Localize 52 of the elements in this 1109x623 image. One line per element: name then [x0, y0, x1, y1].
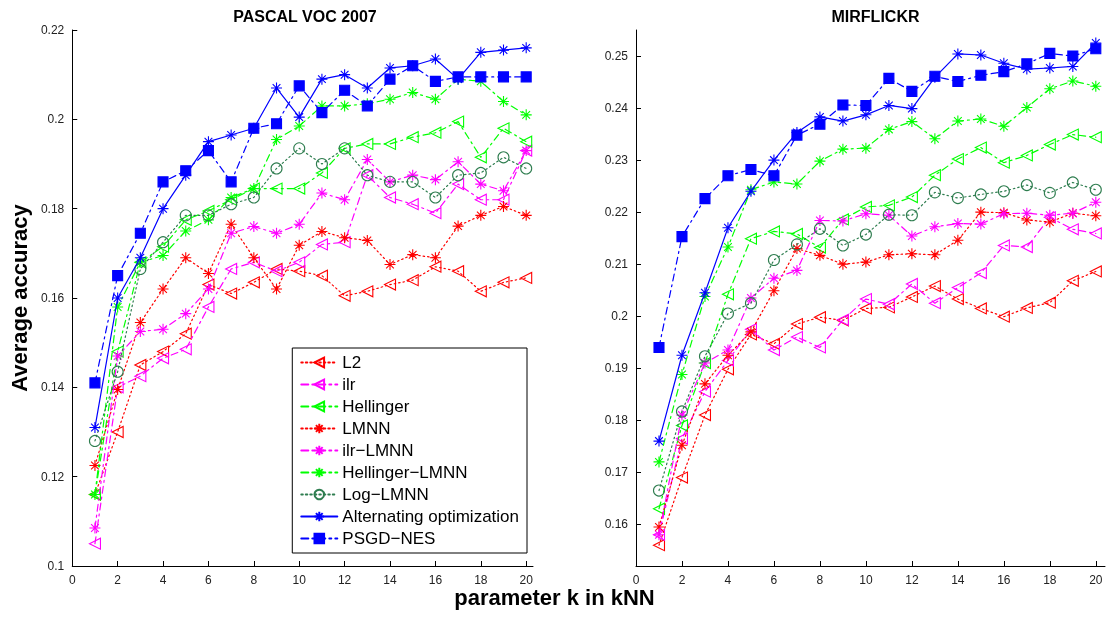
x-tick-label: 0: [632, 573, 640, 587]
y-tick-label: 0.21: [604, 257, 629, 272]
y-tick-label: 0.24: [604, 101, 629, 116]
legend-label: L2: [342, 353, 362, 372]
x-tick-label: 14: [383, 573, 397, 587]
x-tick-label: 10: [292, 573, 307, 587]
y-tick-label: 0.25: [604, 49, 629, 64]
y-tick-label: 0.22: [604, 205, 629, 220]
y-axis-title: Average accuracy: [6, 203, 32, 392]
x-tick-label: 20: [1089, 573, 1103, 587]
y-tick-label: 0.2: [47, 112, 65, 127]
chart-title: PASCAL VOC 2007: [233, 7, 377, 25]
x-tick-label: 4: [724, 573, 732, 587]
y-tick-label: 0.19: [604, 361, 629, 376]
legend-label: Hellinger−LMNN: [342, 463, 468, 482]
legend-label: ilr−LMNN: [342, 441, 414, 460]
x-tick-label: 10: [859, 573, 873, 587]
legend-label: Alternating optimization: [342, 507, 520, 526]
x-tick-label: 14: [951, 573, 965, 587]
y-tick-label: 0.12: [40, 469, 65, 484]
x-tick-label: 0: [68, 573, 76, 587]
x-tick-label: 8: [816, 573, 824, 587]
y-tick-label: 0.2: [611, 309, 629, 324]
legend-label: PSGD−NES: [342, 529, 436, 548]
x-tick-label: 2: [114, 573, 122, 587]
x-tick-label: 8: [250, 573, 258, 587]
chart-title: MIRFLICKR: [831, 7, 920, 25]
y-tick-label: 0.18: [604, 413, 629, 428]
y-tick-label: 0.17: [604, 465, 629, 480]
x-tick-label: 4: [159, 573, 167, 587]
x-tick-label: 12: [337, 573, 352, 587]
legend-label: Hellinger: [342, 397, 410, 416]
y-tick-label: 0.1: [47, 559, 65, 573]
x-tick-label: 20: [519, 573, 534, 587]
y-tick-label: 0.23: [604, 153, 629, 168]
x-tick-label: 6: [205, 573, 213, 587]
legend-label: ilr: [342, 375, 356, 394]
x-tick-label: 16: [997, 573, 1011, 587]
x-tick-label: 16: [428, 573, 443, 587]
legend-label: LMNN: [342, 419, 391, 438]
y-tick-label: 0.14: [40, 380, 65, 395]
x-tick-label: 6: [770, 573, 778, 587]
y-tick-label: 0.16: [40, 291, 65, 305]
y-tick-label: 0.18: [40, 201, 65, 216]
y-tick-label: 0.16: [604, 517, 629, 532]
x-tick-label: 18: [474, 573, 488, 587]
x-tick-label: 12: [905, 573, 919, 587]
x-tick-label: 18: [1043, 573, 1057, 587]
legend-label: Log−LMNN: [342, 485, 429, 504]
x-axis-title: parameter k in kNN: [454, 585, 655, 610]
y-tick-label: 0.22: [40, 23, 65, 37]
x-tick-label: 2: [678, 573, 686, 587]
